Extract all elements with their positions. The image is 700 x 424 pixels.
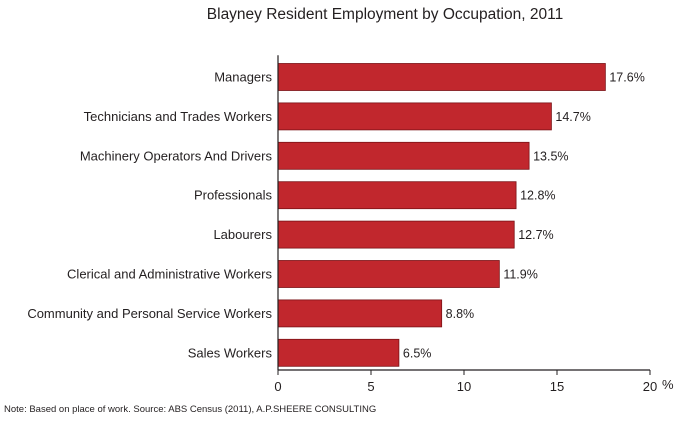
category-label-technicians-and-trades-workers: Technicians and Trades Workers	[84, 109, 273, 124]
value-label-professionals: 12.8%	[520, 189, 555, 203]
value-label-labourers: 12.7%	[518, 228, 553, 242]
bar-chart: Managers Technicians and Trades Workers Ma…	[27, 55, 674, 394]
x-tick-label-10: 10	[457, 379, 471, 394]
category-label-sales-workers: Sales Workers	[188, 345, 273, 360]
source-note: Note: Based on place of work. Source: AB…	[4, 404, 377, 415]
bar-sales-workers	[277, 338, 400, 367]
bar-machinery-operators-and-drivers	[277, 141, 530, 170]
x-axis: 0 5 10 15 20%	[274, 55, 674, 394]
x-unit-label: %	[662, 377, 674, 392]
bar-technicians-and-trades-workers	[277, 102, 552, 131]
bar-managers	[277, 63, 606, 91]
category-label-managers: Managers	[214, 70, 272, 85]
category-label-labourers: Labourers	[213, 227, 272, 242]
bar-labourers	[277, 220, 515, 249]
bar-professionals	[277, 181, 517, 210]
value-label-technicians-and-trades-workers: 14.7%	[555, 110, 590, 124]
category-labels: Managers Technicians and Trades Workers Ma…	[27, 70, 272, 361]
x-tick-label-0: 0	[274, 379, 281, 394]
x-tick-label-5: 5	[367, 379, 374, 394]
bar-community-and-personal-service-workers	[277, 299, 443, 328]
chart-title: Blayney Resident Employment by Occupatio…	[206, 6, 564, 23]
category-label-community-and-personal-service-workers: Community and Personal Service Workers	[27, 306, 272, 321]
category-label-professionals: Professionals	[194, 188, 273, 203]
x-tick-label-15: 15	[550, 379, 564, 394]
bar-clerical-and-administrative-workers	[277, 260, 500, 288]
value-labels: 17.6% 14.7% 13.5% 12.8% 12.7% 11.9% 8.8% 6.5%	[403, 71, 645, 361]
value-label-clerical-and-administrative-workers: 11.9%	[503, 268, 538, 282]
value-label-machinery-operators-and-drivers: 13.5%	[533, 149, 568, 163]
value-label-community-and-personal-service-workers: 8.8%	[446, 307, 475, 321]
value-label-managers: 17.6%	[609, 71, 644, 85]
category-label-clerical-and-administrative-workers: Clerical and Administrative Workers	[67, 267, 272, 282]
value-label-sales-workers: 6.5%	[403, 346, 432, 360]
x-tick-label-20: 20	[643, 379, 657, 394]
bars-layer	[277, 63, 606, 367]
category-label-machinery-operators-and-drivers: Machinery Operators And Drivers	[80, 148, 273, 163]
